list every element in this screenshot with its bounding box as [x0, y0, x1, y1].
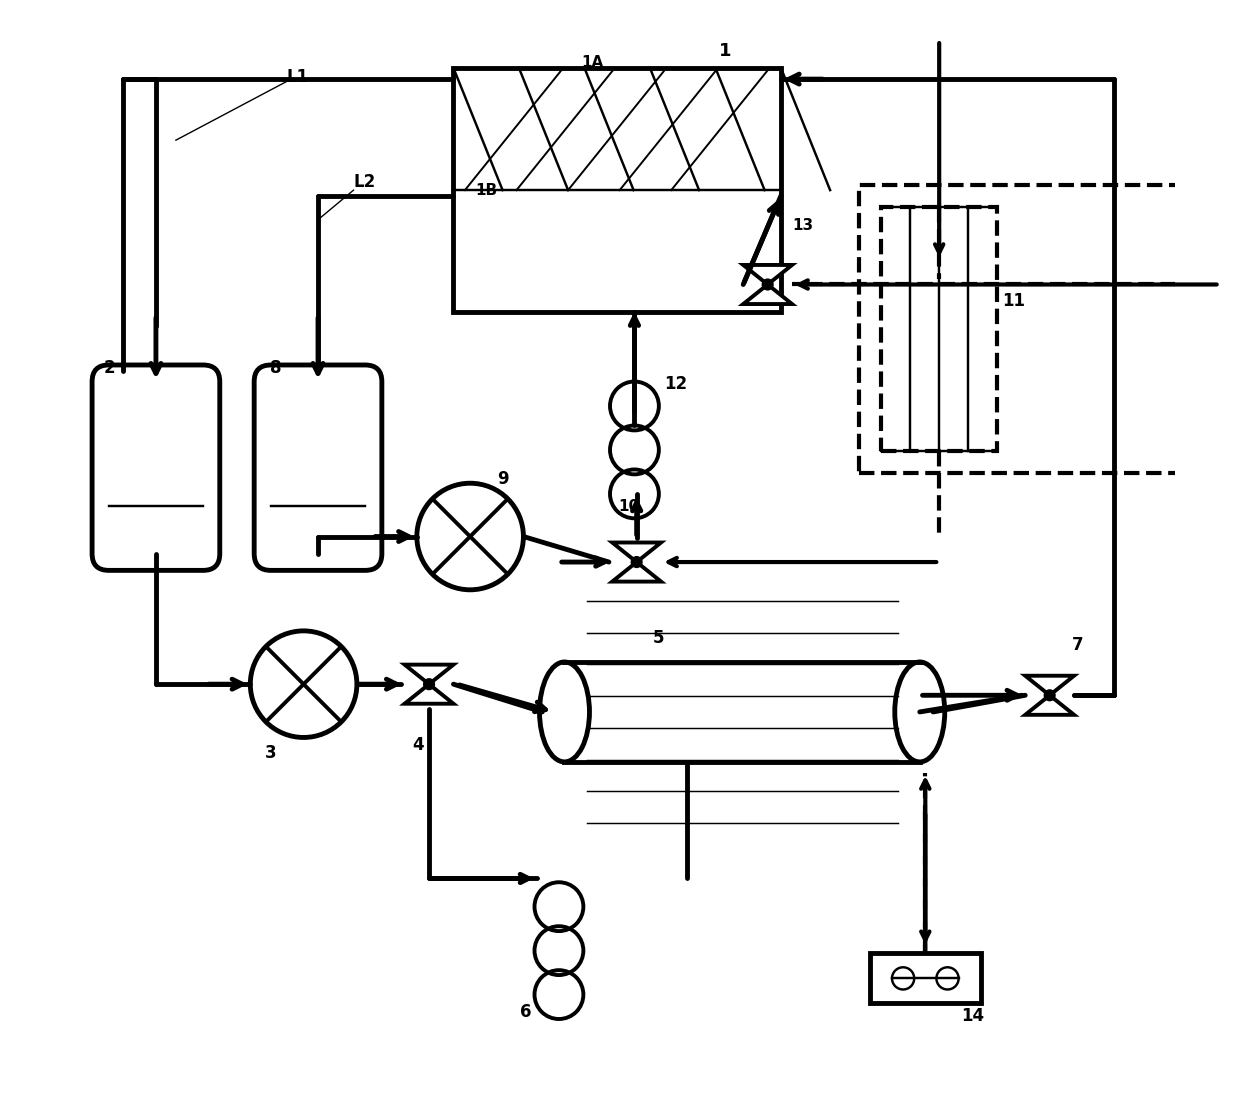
Circle shape: [763, 279, 773, 289]
Text: 3: 3: [264, 743, 277, 762]
Text: 13: 13: [792, 218, 813, 233]
Polygon shape: [743, 285, 792, 304]
Text: 8: 8: [270, 358, 281, 377]
Text: 12: 12: [663, 375, 687, 393]
Bar: [858, 185, 1219, 473]
Polygon shape: [743, 265, 792, 285]
Text: 5: 5: [653, 629, 665, 647]
Ellipse shape: [895, 662, 945, 762]
Text: 9: 9: [497, 470, 510, 487]
Text: 14: 14: [961, 1007, 985, 1025]
Circle shape: [631, 556, 642, 568]
Circle shape: [424, 679, 434, 690]
Bar: [869, 954, 981, 1003]
Text: 4: 4: [412, 736, 424, 755]
Text: 2: 2: [103, 358, 115, 377]
Bar: [564, 662, 920, 762]
Text: 7: 7: [1071, 637, 1084, 654]
Ellipse shape: [539, 662, 589, 762]
Text: 6: 6: [520, 1003, 532, 1021]
Text: 1B: 1B: [476, 183, 497, 198]
Bar: [880, 207, 997, 451]
Text: 11: 11: [1003, 292, 1025, 311]
Polygon shape: [613, 542, 661, 562]
Polygon shape: [613, 562, 661, 582]
Polygon shape: [404, 684, 454, 703]
Bar: [454, 68, 781, 313]
FancyBboxPatch shape: [92, 365, 219, 570]
Text: 1A: 1A: [582, 55, 604, 70]
Text: L1: L1: [286, 68, 309, 86]
Polygon shape: [404, 664, 454, 684]
Text: 1: 1: [719, 42, 732, 60]
Polygon shape: [1025, 676, 1074, 696]
Text: 10: 10: [619, 499, 640, 514]
Circle shape: [1044, 690, 1055, 701]
Text: L2: L2: [353, 174, 376, 191]
FancyBboxPatch shape: [254, 365, 382, 570]
Polygon shape: [1025, 696, 1074, 715]
